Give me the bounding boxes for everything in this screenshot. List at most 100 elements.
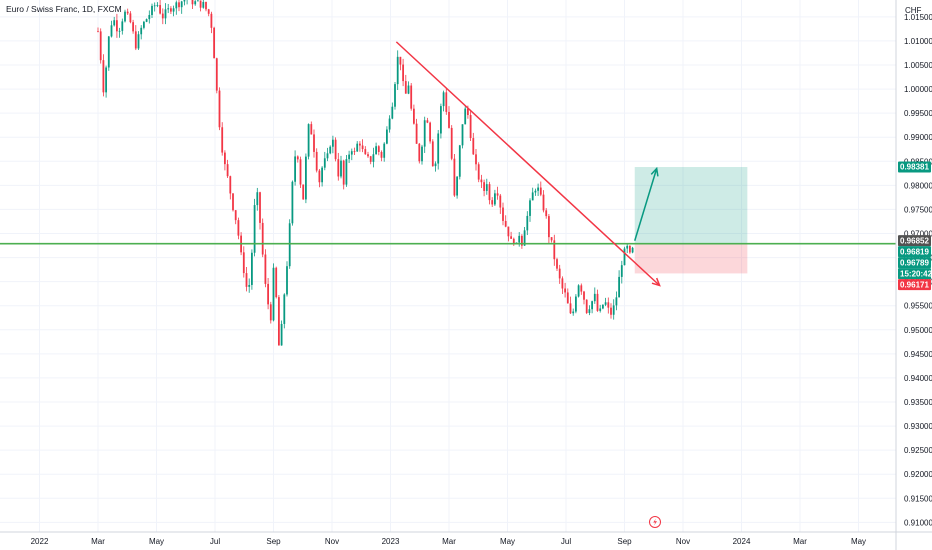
candle-body (539, 187, 542, 195)
candle-body (391, 106, 394, 119)
candle-body (512, 238, 515, 244)
candle-body (234, 210, 237, 221)
x-tick-label: May (500, 537, 515, 546)
currency-label: CHF (905, 6, 922, 15)
candle-body (197, 0, 199, 2)
price-label-badge (898, 279, 931, 291)
candle-body (510, 236, 512, 239)
x-tick-label: Mar (442, 537, 456, 546)
candle-body (248, 284, 251, 287)
candle-body (394, 84, 396, 107)
candle-body (161, 13, 164, 19)
candle-body (504, 220, 507, 227)
candle-body (415, 123, 418, 144)
candle-body (159, 5, 161, 14)
candle-body (545, 210, 548, 217)
candle-body (329, 146, 332, 154)
candle-body (631, 247, 634, 253)
candle-body (132, 22, 134, 32)
candle-body (172, 8, 175, 12)
candle-body (288, 223, 291, 267)
y-tick-label: 1.00500 (904, 61, 932, 70)
candle-body (213, 27, 215, 59)
candle-body (210, 13, 213, 28)
price-label-badge (898, 161, 931, 173)
candle-body (610, 307, 612, 315)
y-tick-label: 0.92000 (904, 470, 932, 479)
candle-body (356, 143, 359, 152)
candle-body (164, 9, 167, 19)
y-tick-label: 0.99000 (904, 133, 932, 142)
time-axis[interactable]: 2022 Mar May Jul Sep Nov 2023 Mar May Jul Sep Nov 20… (0, 531, 932, 546)
candle-body (377, 146, 380, 152)
candle-body (507, 226, 510, 237)
candle-body (475, 154, 477, 165)
candle-body (407, 85, 410, 94)
candle-body (375, 146, 377, 155)
x-tick-label: Sep (617, 537, 632, 546)
candle-body (458, 145, 461, 177)
candle-body (267, 283, 269, 305)
candle-body (434, 163, 437, 167)
y-tick-label: 0.92500 (904, 446, 932, 455)
y-tick-label: 0.95500 (904, 302, 932, 311)
price-label-text: 0.96789 (900, 258, 929, 267)
candle-body (467, 108, 469, 116)
candle-body (402, 64, 404, 82)
candle-body (480, 179, 483, 183)
candle-body (218, 90, 221, 128)
price-label-text: 0.96852 (900, 236, 929, 245)
candle-body (575, 296, 577, 312)
y-tick-label: 0.93000 (904, 422, 932, 431)
candle-body (275, 267, 278, 298)
candle-body (313, 134, 315, 152)
candle-body (167, 8, 170, 10)
y-tick-label: 0.93500 (904, 398, 932, 407)
candle-body (618, 276, 620, 298)
candle-body (361, 145, 364, 150)
candle-body (116, 20, 118, 32)
candle-body (205, 1, 207, 10)
candle-body (191, 0, 194, 5)
candle-body (226, 164, 229, 177)
candle-body (456, 176, 458, 196)
candle-body (253, 205, 256, 253)
candle-body (367, 154, 369, 157)
candle-body (531, 192, 534, 201)
candle-body (148, 15, 151, 20)
candle-body (572, 311, 575, 314)
candle-body (278, 297, 280, 346)
y-tick-label: 1.01000 (904, 37, 932, 46)
candle-body (521, 235, 523, 246)
candle-body (137, 34, 140, 49)
candle-body (310, 124, 313, 135)
chart-grid (0, 0, 896, 532)
candle-body (348, 154, 350, 160)
candle-body (264, 254, 267, 284)
candle-body (118, 30, 121, 32)
candle-body (178, 2, 180, 8)
candle-body (113, 20, 116, 26)
y-tick-label: 0.91500 (904, 494, 932, 503)
candle-body (629, 245, 631, 253)
x-tick-label: 2022 (31, 537, 49, 546)
candle-body (194, 1, 197, 5)
candle-body (207, 9, 210, 14)
price-labels: 0.98381 0.96852 0.96819 0.96789 15:20:42 0.96… (898, 161, 932, 291)
candle-body (523, 230, 526, 246)
y-tick-label: 0.97000 (904, 230, 932, 239)
candle-body (251, 252, 253, 285)
candle-body (232, 193, 234, 211)
price-label-badge (898, 246, 931, 258)
candle-body (134, 31, 137, 49)
candle-body (477, 164, 480, 180)
candle-body (561, 278, 564, 289)
candle-body (388, 118, 391, 130)
x-tick-label: Jul (561, 537, 571, 546)
candle-body (272, 267, 275, 321)
candle-body (585, 299, 588, 313)
flash-icon[interactable] (649, 516, 661, 528)
candle-body (615, 297, 618, 306)
resistance-arrow-head (651, 277, 661, 287)
